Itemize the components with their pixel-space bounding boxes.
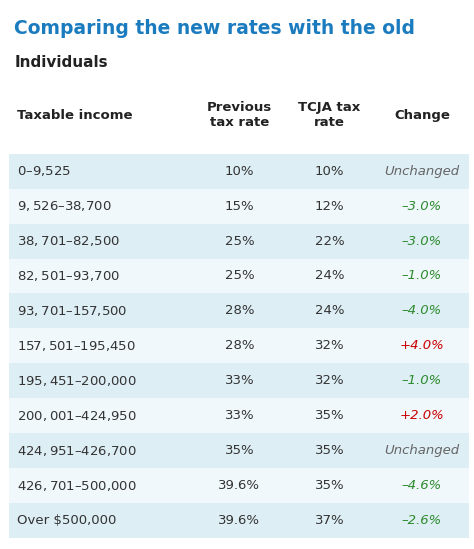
Text: 35%: 35% (315, 444, 344, 457)
Text: 24%: 24% (315, 270, 344, 283)
Text: Previous
tax rate: Previous tax rate (207, 101, 272, 130)
Text: 25%: 25% (225, 234, 254, 248)
Text: 37%: 37% (315, 514, 344, 527)
Text: 10%: 10% (225, 165, 254, 178)
Text: $9,526–$38,700: $9,526–$38,700 (17, 199, 111, 213)
Text: $38,701–$82,500: $38,701–$82,500 (17, 234, 119, 248)
Text: Over $500,000: Over $500,000 (17, 514, 116, 527)
Text: Unchanged: Unchanged (384, 444, 459, 457)
Text: $424,951–$426,700: $424,951–$426,700 (17, 444, 137, 458)
Text: Individuals: Individuals (14, 55, 108, 70)
Text: 33%: 33% (225, 374, 254, 387)
Text: Taxable income: Taxable income (17, 109, 132, 122)
Text: –3.0%: –3.0% (402, 200, 442, 212)
Text: 10%: 10% (315, 165, 344, 178)
Text: 32%: 32% (315, 339, 344, 352)
Text: 32%: 32% (315, 374, 344, 387)
Text: 39.6%: 39.6% (219, 514, 260, 527)
Text: 33%: 33% (225, 409, 254, 422)
Text: 15%: 15% (225, 200, 254, 212)
Text: 24%: 24% (315, 305, 344, 317)
Text: $157,501–$195,450: $157,501–$195,450 (17, 339, 136, 353)
Text: –3.0%: –3.0% (402, 234, 442, 248)
Text: +4.0%: +4.0% (400, 339, 444, 352)
Text: 35%: 35% (315, 409, 344, 422)
Text: 28%: 28% (225, 305, 254, 317)
Text: $82,501–$93,700: $82,501–$93,700 (17, 269, 119, 283)
Text: 22%: 22% (315, 234, 344, 248)
Text: 39.6%: 39.6% (219, 479, 260, 492)
Text: 35%: 35% (315, 479, 344, 492)
Text: –4.6%: –4.6% (402, 479, 442, 492)
Text: 35%: 35% (225, 444, 254, 457)
Text: Comparing the new rates with the old: Comparing the new rates with the old (14, 19, 415, 38)
Text: $93,701–$157,500: $93,701–$157,500 (17, 304, 127, 318)
Text: $200,001–$424,950: $200,001–$424,950 (17, 409, 137, 423)
Text: $426,701–$500,000: $426,701–$500,000 (17, 479, 137, 492)
Text: Unchanged: Unchanged (384, 165, 459, 178)
Text: Change: Change (394, 109, 450, 122)
Text: –1.0%: –1.0% (402, 374, 442, 387)
Text: 12%: 12% (315, 200, 344, 212)
Text: –2.6%: –2.6% (402, 514, 442, 527)
Text: –1.0%: –1.0% (402, 270, 442, 283)
Text: $0–$9,525: $0–$9,525 (17, 164, 71, 178)
Text: 28%: 28% (225, 339, 254, 352)
Text: TCJA tax
rate: TCJA tax rate (298, 101, 361, 130)
Text: $195,451–$200,000: $195,451–$200,000 (17, 374, 137, 388)
Text: +2.0%: +2.0% (400, 409, 444, 422)
Text: 25%: 25% (225, 270, 254, 283)
Text: –4.0%: –4.0% (402, 305, 442, 317)
